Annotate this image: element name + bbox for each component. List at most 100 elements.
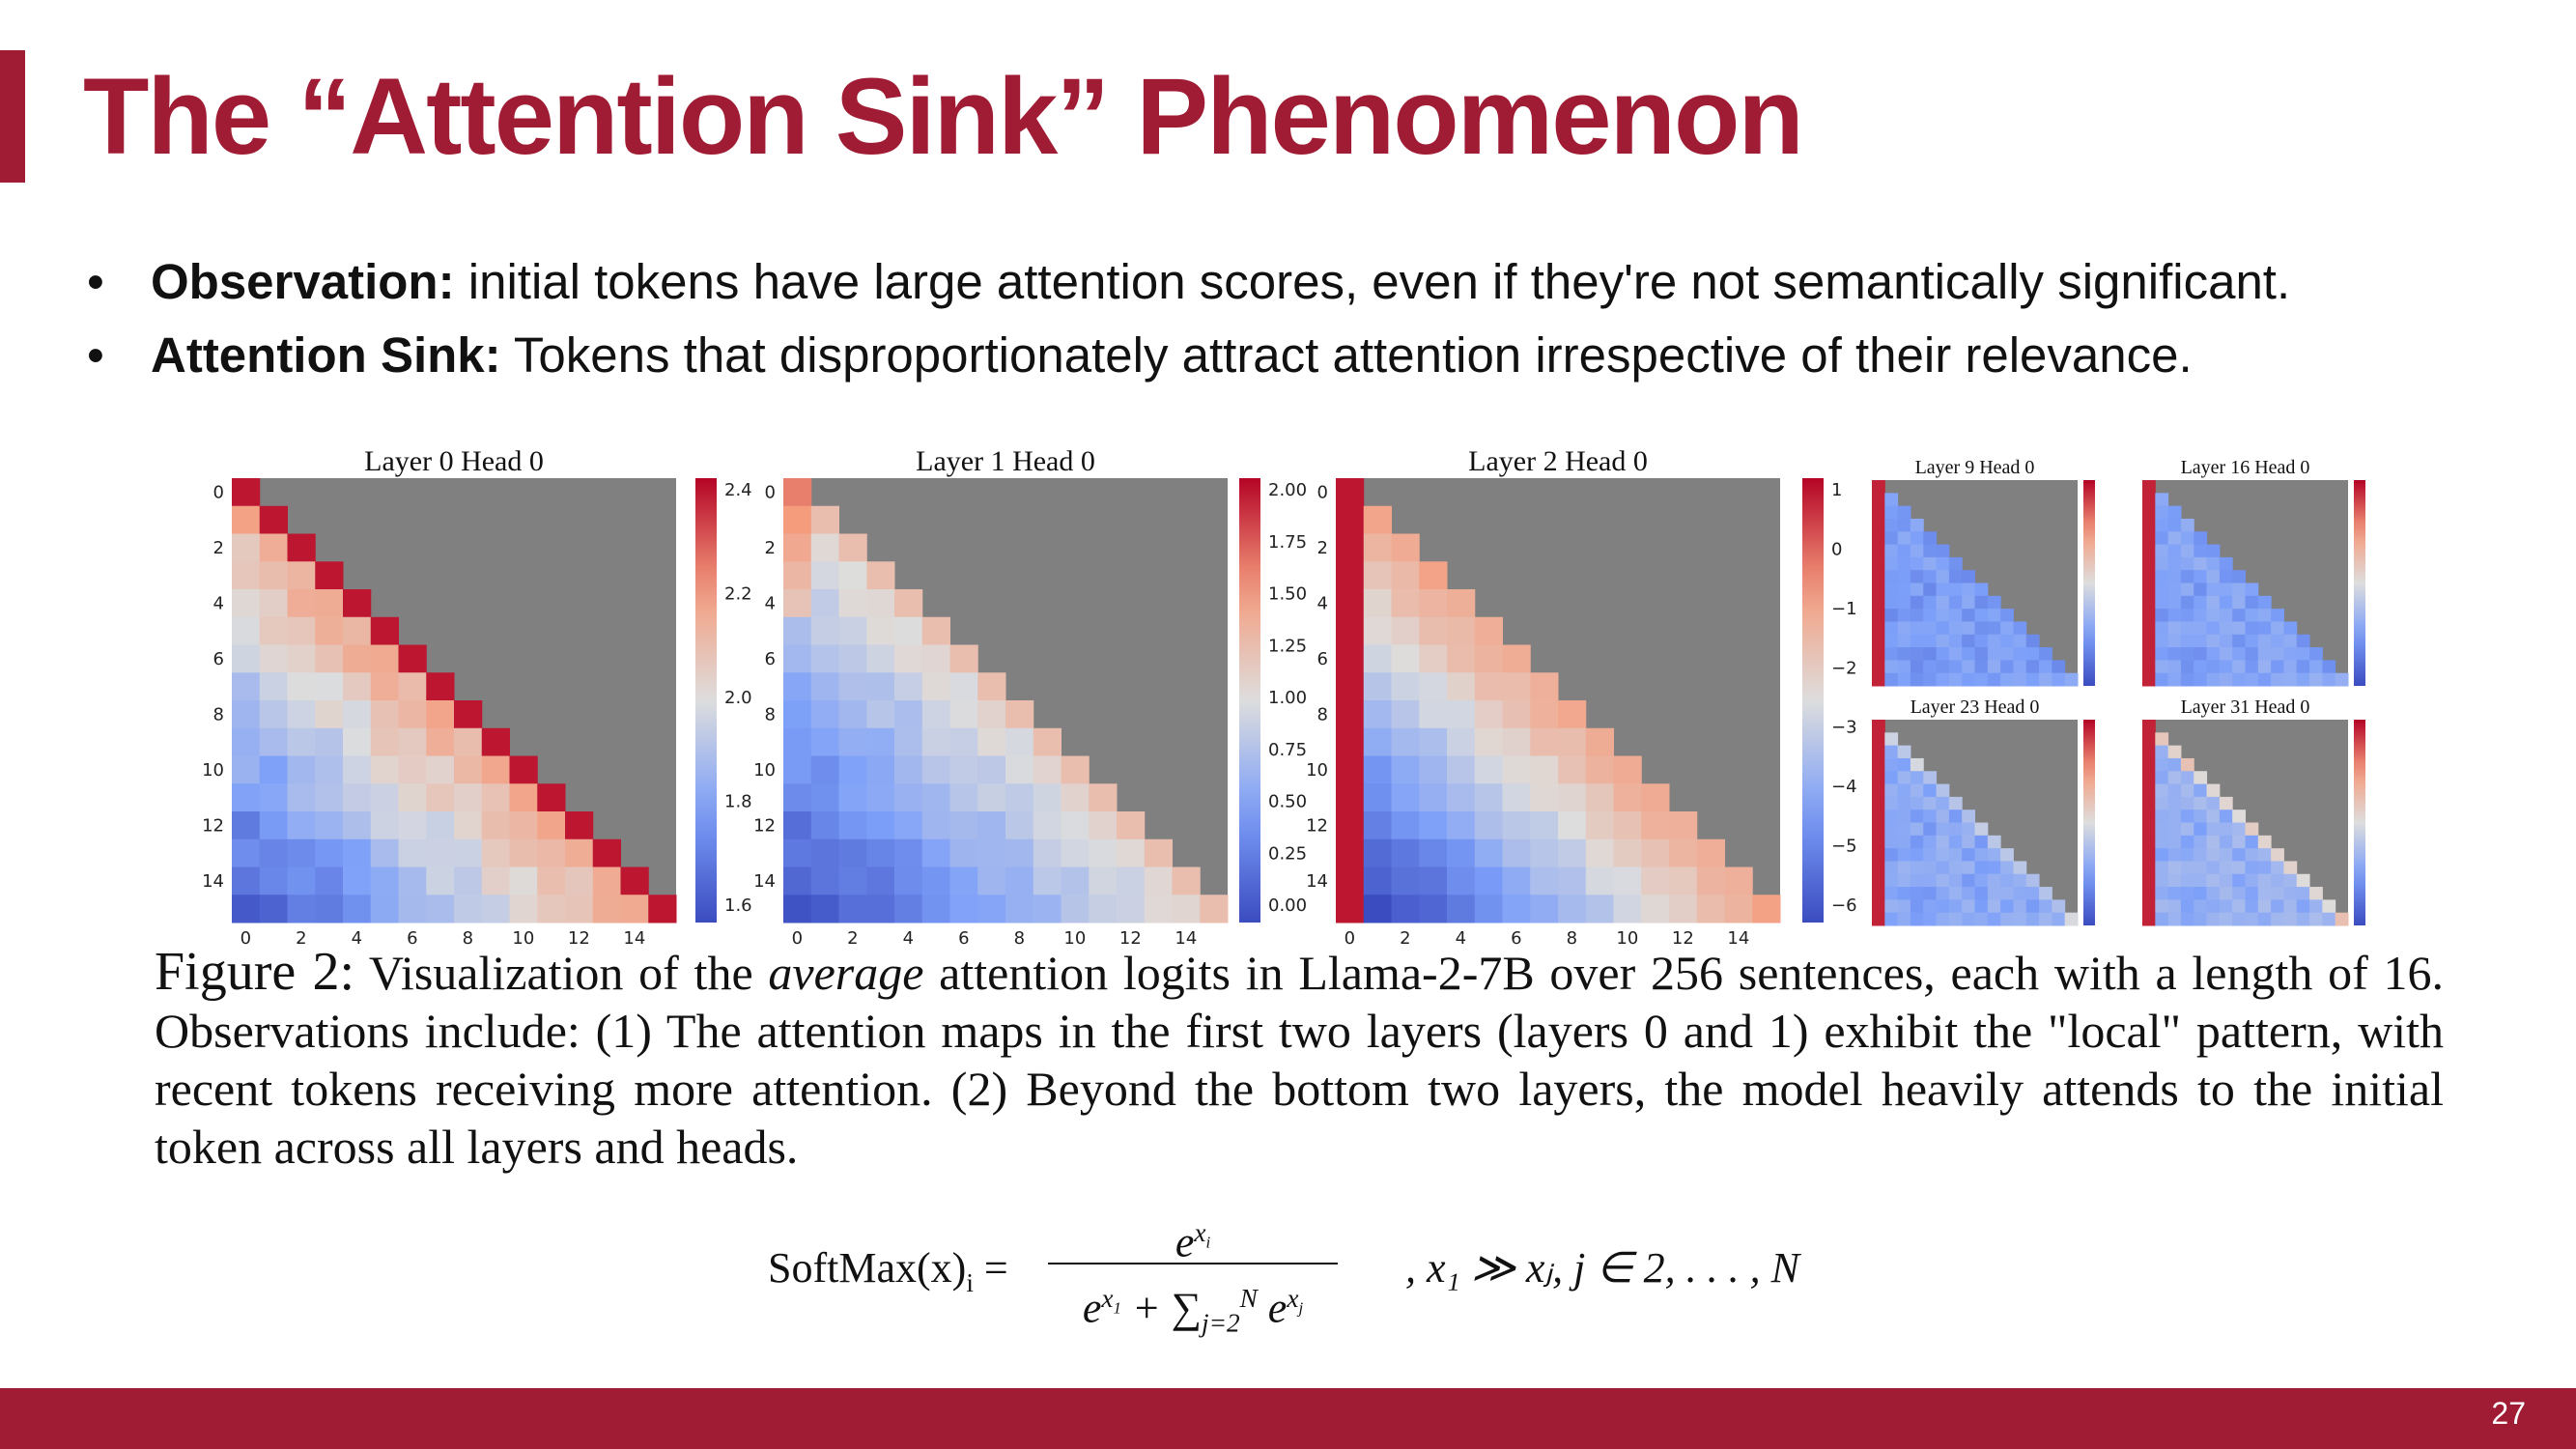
heatmap-cell [2155, 582, 2169, 597]
heatmap-cell [1884, 570, 1899, 583]
heatmap-cell [2257, 835, 2272, 849]
heatmap-cell [1585, 895, 1614, 923]
bullet-text: initial tokens have large attention scor… [454, 254, 2291, 309]
heatmap-cell [287, 867, 316, 895]
heatmap-cell [1558, 727, 1587, 756]
heatmap-cell [1897, 796, 1911, 810]
heatmap-cell [1987, 899, 2001, 914]
colorbar [2083, 480, 2095, 686]
heatmap-cell [2155, 796, 2169, 810]
heatmap-cell [287, 895, 316, 923]
heatmap-cell [2180, 835, 2194, 849]
y-tick-label: 10 [202, 760, 224, 781]
heatmap-cell [2271, 873, 2284, 888]
heatmap-cell [921, 644, 950, 673]
heatmap-cell [1872, 757, 1885, 772]
heatmap-cell [1172, 867, 1201, 895]
masked-region [232, 478, 676, 923]
heatmap-cell [1005, 895, 1034, 923]
heatmap-cell [1474, 867, 1503, 895]
heatmap-cell [1948, 861, 1963, 875]
heatmap-cell [2025, 887, 2040, 900]
heatmap-cell [287, 561, 316, 590]
heatmap-cell [2180, 887, 2194, 900]
heatmap-cell [2000, 899, 2014, 914]
heatmap-cell [1558, 811, 1587, 840]
heatmap-cell [2155, 822, 2169, 837]
heatmap-cell [1910, 771, 1924, 785]
heatmap-cell [1558, 838, 1587, 867]
heatmap-cell [1897, 912, 1911, 926]
heatmap-cell [370, 811, 399, 840]
heatmap-cell [1923, 634, 1938, 648]
heatmap-cell [2142, 634, 2156, 648]
slide-title: The “Attention Sink” Phenomenon [83, 56, 1804, 177]
heatmap-cell [1872, 732, 1885, 747]
heatmap-cell [1200, 895, 1229, 923]
heatmap-cell [2167, 634, 2182, 648]
heatmap-cell [1419, 727, 1448, 756]
colorbar-tick-label: 1.75 [1268, 532, 1307, 553]
heatmap-cell [2194, 873, 2208, 888]
heatmap-cell [1948, 899, 1963, 914]
heatmap-cell [2180, 672, 2194, 687]
heatmap-cell [2142, 732, 2156, 747]
heatmap-cell [1641, 895, 1670, 923]
heatmap-cell [1419, 755, 1448, 784]
heatmap-cell [1336, 616, 1365, 645]
heatmap-cell [259, 505, 288, 534]
heatmap-cell [2142, 609, 2156, 622]
heatmap-cell [1005, 783, 1034, 812]
heatmap-cell [2167, 822, 2182, 837]
heatmap-cell [1962, 621, 1975, 636]
heatmap-cell [1502, 672, 1531, 701]
heatmap-cell [1974, 660, 1989, 674]
heatmap-cell [2296, 873, 2310, 888]
heatmap-cell [1144, 895, 1173, 923]
panel-title: Layer 23 Head 0 [1911, 696, 2040, 718]
heatmap-cell [2167, 899, 2182, 914]
heatmap-cell [426, 895, 455, 923]
heatmap-cell [1962, 899, 1975, 914]
heatmap-cell [1363, 755, 1392, 784]
colorbar-tick-label: 1.50 [1268, 584, 1307, 605]
heatmap-cell [783, 616, 812, 645]
heatmap-cell [2167, 745, 2182, 759]
heatmap-cell [1884, 848, 1899, 862]
heatmap-cell [1089, 867, 1118, 895]
heatmap-cell [2322, 660, 2336, 674]
heatmap-cell [1391, 727, 1420, 756]
heatmap-cell [2232, 582, 2246, 597]
formula-fraction: exi ex1 + ∑j=2N exj [1048, 1203, 1338, 1337]
heatmap-cell [2206, 544, 2221, 558]
heatmap-cell [1884, 621, 1899, 636]
heatmap-cell [977, 755, 1006, 784]
heatmap-cell [1872, 518, 1885, 532]
heatmap-cell [1033, 727, 1062, 756]
heatmap-cell [2206, 848, 2221, 862]
heatmap-cell [949, 672, 978, 701]
heatmap-cell [866, 895, 895, 923]
heatmap-cell [949, 811, 978, 840]
heatmap-cell [1447, 838, 1476, 867]
heatmap-cell [1363, 838, 1392, 867]
heatmap-cell [838, 700, 867, 729]
heatmap-cell [1336, 727, 1365, 756]
heatmap-cell [1530, 700, 1559, 729]
heatmap-cell [1923, 582, 1938, 597]
heatmap-cell [838, 616, 867, 645]
colorbar-tick-label: 2.4 [724, 480, 752, 500]
heatmap-cell [2142, 873, 2156, 888]
bullet-observation: • Observation: initial tokens have large… [87, 245, 2560, 319]
heatmap-cell [398, 838, 427, 867]
heatmap-cell [949, 867, 978, 895]
heatmap-cell [1363, 561, 1392, 590]
heatmap-cell [315, 589, 344, 618]
heatmap-cell [398, 672, 427, 701]
heatmap-cell [2142, 595, 2156, 610]
heatmap-cell [1897, 595, 1911, 610]
heatmap-cell [426, 755, 455, 784]
heatmap-cell [1923, 873, 1938, 888]
heatmap-cell [1910, 822, 1924, 837]
heatmap-cell [1962, 861, 1975, 875]
